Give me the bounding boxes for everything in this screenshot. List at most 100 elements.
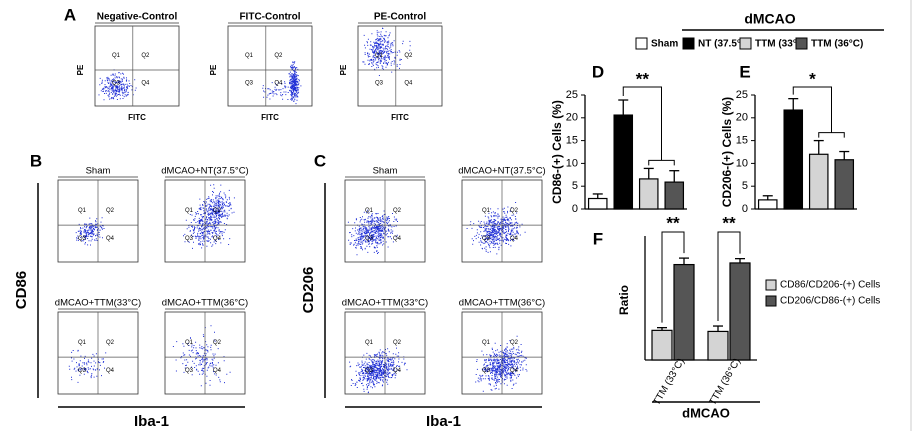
quadrant-label: Q1 bbox=[185, 208, 194, 214]
quadrant-label: Q4 bbox=[510, 368, 519, 374]
axis-label: FITC bbox=[391, 113, 409, 122]
bar bbox=[707, 330, 729, 361]
axis-label: CD86 bbox=[13, 271, 30, 309]
quadrant-label: Q1 bbox=[112, 53, 121, 59]
quadrant-label: Q3 bbox=[185, 368, 194, 374]
legend-label: TTM (36°C) bbox=[811, 39, 863, 50]
quadrant-label: Q4 bbox=[141, 80, 150, 86]
bar bbox=[651, 329, 673, 361]
bar bbox=[638, 178, 659, 210]
quadrant-label: Q4 bbox=[213, 368, 222, 374]
axis-label: FITC bbox=[128, 113, 146, 122]
quadrant-label: Q2 bbox=[393, 208, 402, 214]
legend-swatch bbox=[795, 37, 808, 50]
axis-label: CD206 bbox=[300, 267, 317, 314]
legend-label: Sham bbox=[651, 39, 678, 50]
significance-label: ** bbox=[666, 213, 680, 232]
quadrant-label: Q3 bbox=[78, 236, 87, 242]
bar bbox=[664, 181, 685, 210]
axis-label: PE bbox=[76, 64, 85, 75]
quadrant-label: Q3 bbox=[365, 368, 374, 374]
quadrant-label: Q4 bbox=[106, 236, 115, 242]
significance-bracket bbox=[717, 231, 741, 322]
legend-label: NT (37.5°C) bbox=[698, 39, 751, 50]
axis-label: PE bbox=[209, 64, 218, 75]
legend-label: CD206/CD86-(+) Cells bbox=[780, 296, 880, 307]
axis-label: Iba-1 bbox=[134, 413, 169, 430]
quadrant-label: Q4 bbox=[274, 80, 283, 86]
panel-label: D bbox=[592, 62, 604, 81]
quadrant-label: Q3 bbox=[78, 368, 87, 374]
bar bbox=[783, 109, 804, 210]
plot-title: dMCAO+TTM(33°C) bbox=[342, 298, 428, 309]
significance-label: ** bbox=[722, 213, 736, 232]
quadrant-label: Q2 bbox=[106, 208, 115, 214]
quadrant-label: Q2 bbox=[213, 208, 222, 214]
quadrant-label: Q1 bbox=[365, 340, 374, 346]
y-tick-label: 10 bbox=[736, 157, 748, 169]
plot-frame bbox=[94, 25, 180, 107]
quadrant-label: Q2 bbox=[274, 53, 283, 59]
y-tick-label: 20 bbox=[566, 112, 578, 124]
plot-title: Negative-Control bbox=[97, 12, 178, 23]
significance-label: * bbox=[809, 69, 816, 88]
quadrant-label: Q2 bbox=[141, 53, 150, 59]
quadrant-label: Q3 bbox=[482, 368, 491, 374]
legend-swatch bbox=[682, 37, 695, 50]
quadrant-label: Q1 bbox=[78, 340, 87, 346]
quadrant-label: Q4 bbox=[393, 368, 402, 374]
quadrant-label: Q3 bbox=[482, 236, 491, 242]
bar bbox=[729, 262, 751, 361]
dot-cloud bbox=[349, 347, 408, 394]
plot-title: dMCAO+NT(37.5°C) bbox=[458, 166, 545, 177]
quadrant-label: Q2 bbox=[510, 340, 519, 346]
legend-label: CD86/CD206-(+) Cells bbox=[780, 280, 880, 291]
quadrant-label: Q4 bbox=[393, 236, 402, 242]
quadrant-label: Q4 bbox=[404, 80, 413, 86]
dot-cloud bbox=[183, 184, 235, 249]
y-tick-label: 25 bbox=[566, 89, 578, 101]
y-tick-label: 0 bbox=[742, 203, 748, 215]
bar bbox=[613, 114, 634, 210]
quadrant-label: Q2 bbox=[213, 340, 222, 346]
bar bbox=[808, 153, 829, 210]
legend-swatch bbox=[765, 295, 777, 307]
dot-cloud bbox=[362, 27, 411, 76]
panel-label: F bbox=[593, 229, 603, 248]
y-axis-label: Ratio bbox=[617, 285, 631, 315]
y-tick-label: 5 bbox=[742, 180, 748, 192]
quadrant-label: Q3 bbox=[245, 80, 254, 86]
y-tick-label: 10 bbox=[566, 157, 578, 169]
plot-title: dMCAO+TTM(36°C) bbox=[459, 298, 545, 309]
bar bbox=[587, 197, 608, 210]
dot-cloud bbox=[347, 209, 398, 256]
significance-bracket bbox=[792, 86, 845, 138]
axis-label: PE bbox=[339, 64, 348, 75]
bar bbox=[834, 159, 855, 210]
quadrant-label: Q4 bbox=[510, 236, 519, 242]
legend-swatch bbox=[635, 37, 648, 50]
y-tick-label: 15 bbox=[566, 135, 578, 147]
dot-cloud bbox=[262, 61, 302, 105]
quadrant-label: Q2 bbox=[404, 53, 413, 59]
y-axis-label: CD86-(+) Cells (%) bbox=[550, 100, 564, 204]
quadrant-label: Q2 bbox=[106, 340, 115, 346]
legend-swatch bbox=[765, 279, 777, 291]
axis-label: Iba-1 bbox=[426, 413, 461, 430]
plot-frame bbox=[357, 25, 443, 107]
x-axis-label: dMCAO bbox=[682, 405, 730, 420]
significance-bracket bbox=[661, 231, 685, 323]
plot-title: PE-Control bbox=[374, 12, 426, 23]
significance-label: ** bbox=[636, 69, 650, 88]
quadrant-label: Q3 bbox=[375, 80, 384, 86]
quadrant-label: Q1 bbox=[245, 53, 254, 59]
legend-label: TTM (33°C) bbox=[755, 39, 807, 50]
plot-title: Sham bbox=[86, 166, 111, 177]
bar bbox=[757, 199, 778, 210]
y-axis-label: CD206-(+) Cells (%) bbox=[720, 97, 734, 207]
y-tick-label: 20 bbox=[736, 112, 748, 124]
quadrant-label: Q1 bbox=[482, 340, 491, 346]
significance-bracket bbox=[622, 86, 675, 166]
axis-label: FITC bbox=[261, 113, 279, 122]
